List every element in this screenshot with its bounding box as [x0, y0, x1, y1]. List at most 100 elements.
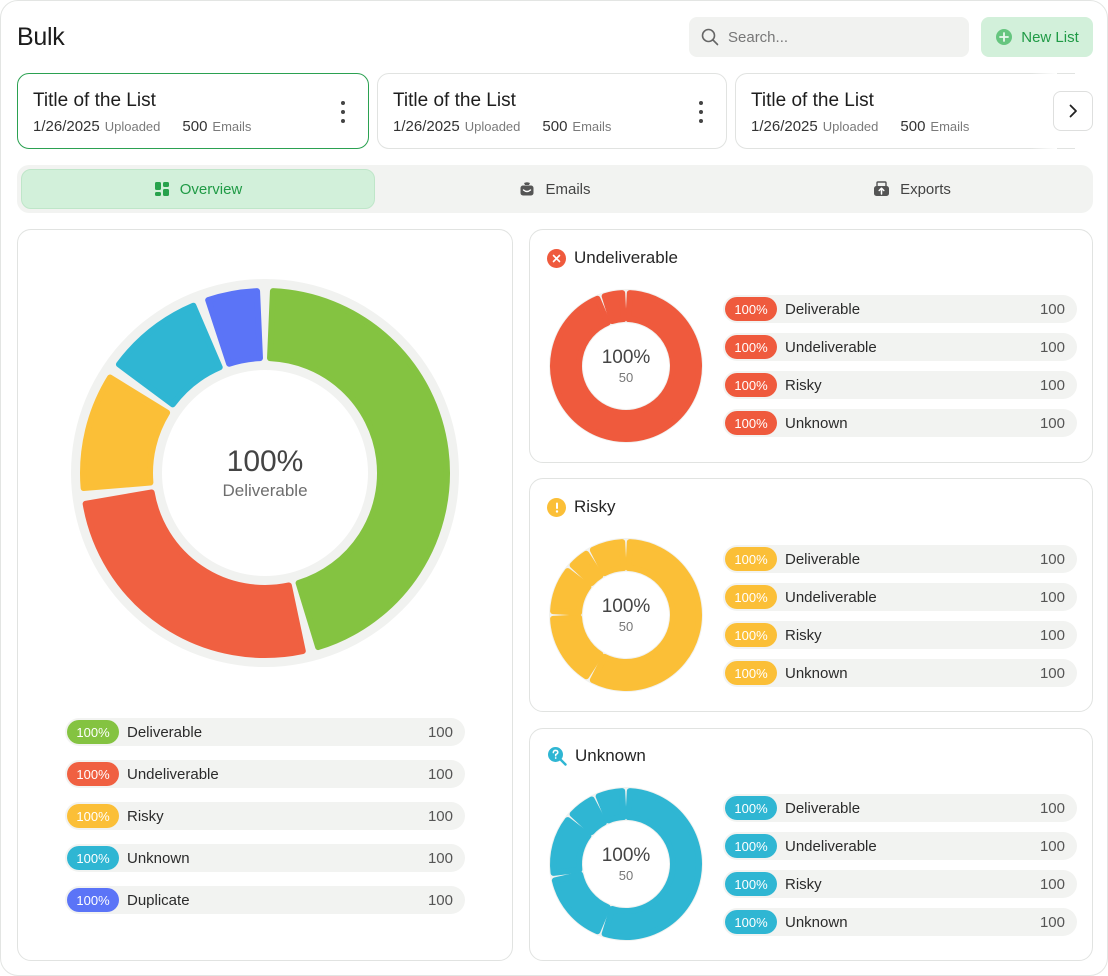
segment-unknown	[550, 817, 592, 876]
chevron-right-icon	[1066, 104, 1080, 118]
uploaded-label: Uploaded	[464, 119, 521, 134]
legend-count: 100	[427, 723, 453, 741]
tab-exports[interactable]: Exports	[735, 169, 1089, 209]
center-count: 50	[618, 370, 634, 385]
legend-count: 100	[1039, 414, 1065, 432]
segment-risky	[550, 568, 592, 616]
exclamation-circle-icon	[547, 497, 566, 517]
overview-donut-chart	[71, 279, 459, 667]
percent-badge: 100%	[725, 335, 777, 359]
list-card[interactable]: Title of the List 1/26/2025 Uploaded 500…	[377, 73, 727, 149]
legend-count: 100	[1039, 550, 1065, 568]
risky-donut-center: 100% 50	[602, 596, 651, 634]
overview-icon	[154, 181, 170, 197]
percent-badge: 100%	[725, 373, 777, 397]
legend-count: 100	[1039, 338, 1065, 356]
undeliverable-donut-chart	[549, 289, 703, 443]
center-count: 50	[618, 868, 634, 883]
email-count: 500	[182, 118, 208, 135]
panel-title: Undeliverable	[574, 248, 678, 267]
donut-hole	[583, 572, 669, 658]
legend-count: 100	[427, 765, 453, 783]
center-percentage: 100%	[601, 347, 651, 368]
risky-donut-chart	[549, 538, 703, 692]
legend-row: 100% Deliverable 100	[723, 295, 1077, 323]
legend-row: 100% Deliverable 100	[65, 718, 465, 746]
legend-row: 100% Deliverable 100	[723, 794, 1077, 822]
tab-overview[interactable]: Overview	[21, 169, 375, 209]
list-date: 1/26/2025	[751, 118, 818, 135]
legend-label: Undeliverable	[785, 588, 877, 606]
percent-badge: 100%	[725, 585, 777, 609]
legend-row: 100% Unknown 100	[65, 844, 465, 872]
legend-label: Unknown	[785, 913, 848, 931]
segment-undeliverable	[550, 290, 702, 442]
legend-label: Undeliverable	[785, 338, 877, 356]
segment-risky	[589, 539, 702, 691]
legend-count: 100	[427, 849, 453, 867]
search-input[interactable]	[728, 28, 948, 46]
segment-risky	[569, 550, 604, 586]
percent-badge: 100%	[725, 910, 777, 934]
percent-badge: 100%	[67, 888, 119, 912]
percent-badge: 100%	[67, 762, 119, 786]
legend-count: 100	[1039, 300, 1065, 318]
next-list-button[interactable]	[1053, 91, 1093, 131]
percent-badge: 100%	[725, 796, 777, 820]
percent-badge: 100%	[725, 834, 777, 858]
legend-row: 100% Undeliverable 100	[65, 760, 465, 788]
segment-unknown	[115, 302, 223, 408]
tab-label: Emails	[545, 180, 591, 198]
legend-label: Deliverable	[785, 550, 861, 568]
center-percentage: 100%	[601, 845, 651, 866]
legend-label: Risky	[785, 626, 822, 644]
more-options-icon[interactable]	[694, 101, 708, 123]
undeliverable-header: Undeliverable	[547, 248, 678, 268]
legend-count: 100	[1039, 837, 1065, 855]
segment-unknown	[595, 788, 627, 824]
legend-label: Risky	[127, 807, 164, 825]
unknown-header: Unknown	[547, 746, 646, 766]
legend-label: Unknown	[785, 664, 848, 682]
page-title: Bulk	[17, 23, 65, 51]
legend-row: 100% Risky 100	[65, 802, 465, 830]
panel-title: Risky	[574, 497, 616, 516]
legend-row: 100% Risky 100	[723, 371, 1077, 399]
more-options-icon[interactable]	[336, 101, 350, 123]
tab-emails[interactable]: Emails	[378, 169, 732, 209]
legend-count: 100	[1039, 913, 1065, 931]
segment-deliverable	[267, 288, 450, 651]
search-box[interactable]	[689, 17, 969, 57]
legend-label: Unknown	[785, 414, 848, 432]
list-card[interactable]: Title of the List 1/26/2025 Uploaded 500…	[735, 73, 1075, 149]
exports-icon	[873, 181, 890, 197]
legend-row: 100% Unknown 100	[723, 409, 1077, 437]
legend-label: Deliverable	[785, 300, 861, 318]
legend-count: 100	[1039, 376, 1065, 394]
legend-row: 100% Duplicate 100	[65, 886, 465, 914]
segment-unknown	[569, 796, 607, 835]
panel-title: Unknown	[575, 746, 646, 765]
emails-label: Emails	[212, 119, 252, 134]
email-count: 500	[900, 118, 926, 135]
donut-hole	[583, 821, 669, 907]
new-list-button[interactable]: New List	[981, 17, 1093, 57]
legend-count: 100	[1039, 799, 1065, 817]
legend-row: 100% Deliverable 100	[723, 545, 1077, 573]
list-date: 1/26/2025	[33, 118, 100, 135]
legend-label: Deliverable	[127, 723, 203, 741]
legend-count: 100	[427, 891, 453, 909]
center-count: 50	[618, 619, 634, 634]
legend-row: 100% Undeliverable 100	[723, 832, 1077, 860]
tab-label: Overview	[179, 180, 243, 198]
risky-header: Risky	[547, 497, 616, 517]
unknown-donut-chart	[549, 787, 703, 941]
list-card[interactable]: Title of the List 1/26/2025 Uploaded 500…	[17, 73, 369, 149]
emails-label: Emails	[930, 119, 970, 134]
segment-risky	[589, 539, 627, 577]
view-tabs: Overview Emails Exports	[17, 165, 1093, 213]
list-title: Title of the List	[393, 90, 516, 111]
carousel-fade	[1031, 71, 1057, 151]
percent-badge: 100%	[725, 411, 777, 435]
